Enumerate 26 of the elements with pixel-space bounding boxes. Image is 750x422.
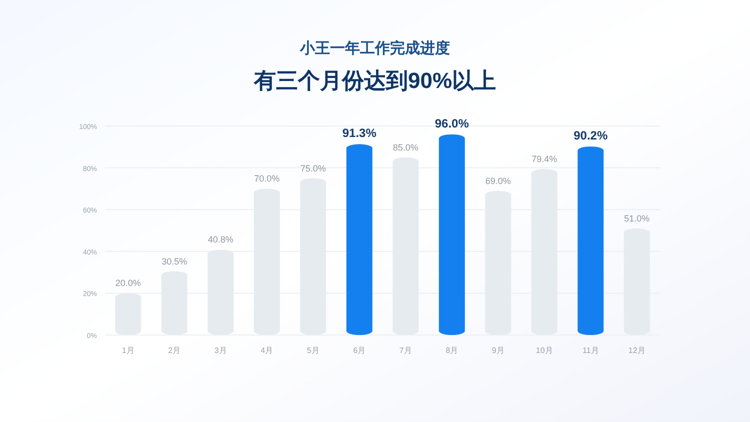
x-tick-label: 6月 <box>353 346 366 355</box>
data-label: 70.0% <box>254 174 280 184</box>
x-tick-label: 1月 <box>122 346 134 355</box>
data-label: 20.0% <box>115 278 141 288</box>
x-tick-label: 7月 <box>399 346 412 355</box>
data-label: 90.2% <box>574 128 608 142</box>
data-label: 79.4% <box>532 154 558 164</box>
data-label: 51.0% <box>624 213 650 224</box>
data-label: 91.3% <box>342 126 377 140</box>
x-tick-label: 2月 <box>168 346 181 355</box>
data-label: 75.0% <box>300 163 326 174</box>
x-tick-label: 5月 <box>306 346 320 355</box>
x-tick-label: 9月 <box>492 346 504 355</box>
x-tick-label: 8月 <box>446 346 458 355</box>
chart-subtitle: 有三个月份达到90%以上 <box>252 68 496 93</box>
x-tick-label: 12月 <box>628 346 646 355</box>
data-label: 40.8% <box>208 234 234 245</box>
data-label: 96.0% <box>434 116 470 130</box>
x-tick-label: 4月 <box>260 346 274 355</box>
x-tick-label: 10月 <box>536 346 553 355</box>
x-tick-label: 11月 <box>582 346 599 355</box>
chart-title: 小王一年工作完成进度 <box>299 39 450 57</box>
data-label: 85.0% <box>392 142 418 152</box>
data-label: 30.5% <box>162 256 188 266</box>
data-label: 69.0% <box>485 176 511 186</box>
x-tick-label: 3月 <box>214 346 227 355</box>
